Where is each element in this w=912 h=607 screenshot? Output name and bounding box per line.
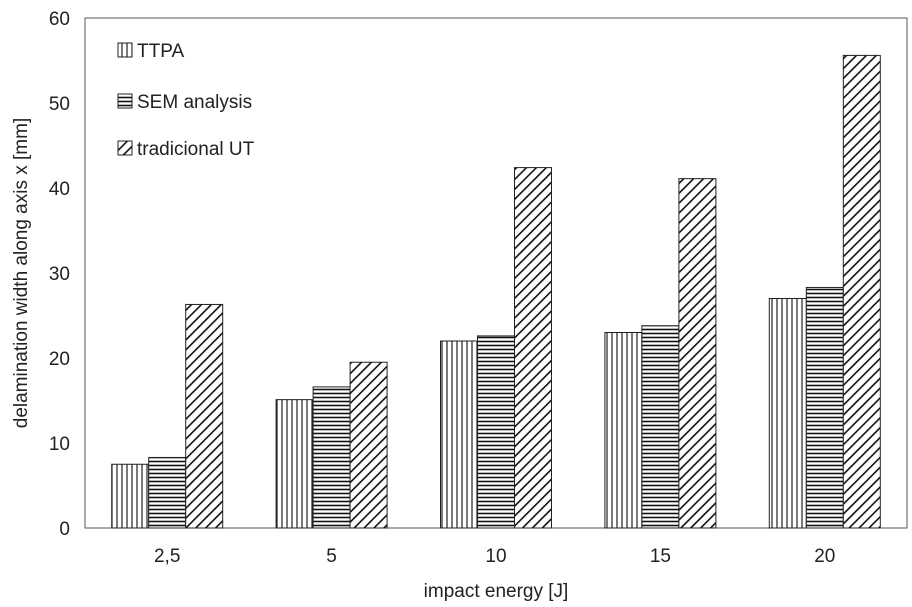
bar-vertical-3 [604, 332, 643, 529]
y-tick-label: 60 [49, 9, 70, 30]
legend-swatch-horizontal [117, 93, 133, 109]
y-tick-label: 30 [49, 264, 70, 285]
bar-vertical-0 [111, 463, 150, 529]
y-tick-label: 0 [59, 519, 70, 540]
y-axis-ticks: 0 10 20 30 40 50 60 [49, 9, 70, 540]
y-tick-label: 40 [49, 179, 70, 200]
legend-label: tradicional UT [137, 139, 255, 160]
bar-diagonal-3 [678, 178, 717, 529]
x-axis-title: impact energy [J] [424, 581, 569, 602]
legend-swatch-diagonal [117, 140, 133, 156]
bar-horizontal-1 [312, 386, 351, 529]
bars [111, 54, 881, 529]
x-tick-label: 2,5 [154, 546, 180, 567]
bar-vertical-4 [768, 298, 807, 529]
x-tick-label: 5 [326, 546, 337, 567]
legend-label: SEM analysis [137, 92, 252, 113]
bar-horizontal-4 [805, 286, 844, 529]
bar-horizontal-3 [641, 325, 680, 529]
legend: TTPA SEM analysis tradicional UT [117, 41, 255, 160]
bar-vertical-1 [275, 399, 314, 529]
x-tick-label: 10 [485, 546, 506, 567]
y-tick-label: 20 [49, 349, 70, 370]
bar-diagonal-2 [514, 167, 552, 529]
legend-swatch-vertical [117, 42, 133, 58]
y-tick-label: 10 [49, 434, 70, 455]
bar-vertical-2 [440, 340, 478, 529]
y-tick-label: 50 [49, 94, 70, 115]
x-tick-label: 15 [650, 546, 671, 567]
x-tick-label: 20 [814, 546, 835, 567]
x-axis-ticks: 2,5 5 10 15 20 [154, 546, 835, 567]
bar-diagonal-4 [842, 54, 881, 529]
legend-label: TTPA [137, 41, 184, 62]
bar-diagonal-0 [185, 303, 224, 529]
bar-horizontal-0 [148, 456, 187, 529]
y-axis-title: delamination width along axis x [mm] [11, 118, 32, 428]
bar-horizontal-2 [477, 335, 515, 529]
bar-diagonal-1 [349, 361, 388, 529]
